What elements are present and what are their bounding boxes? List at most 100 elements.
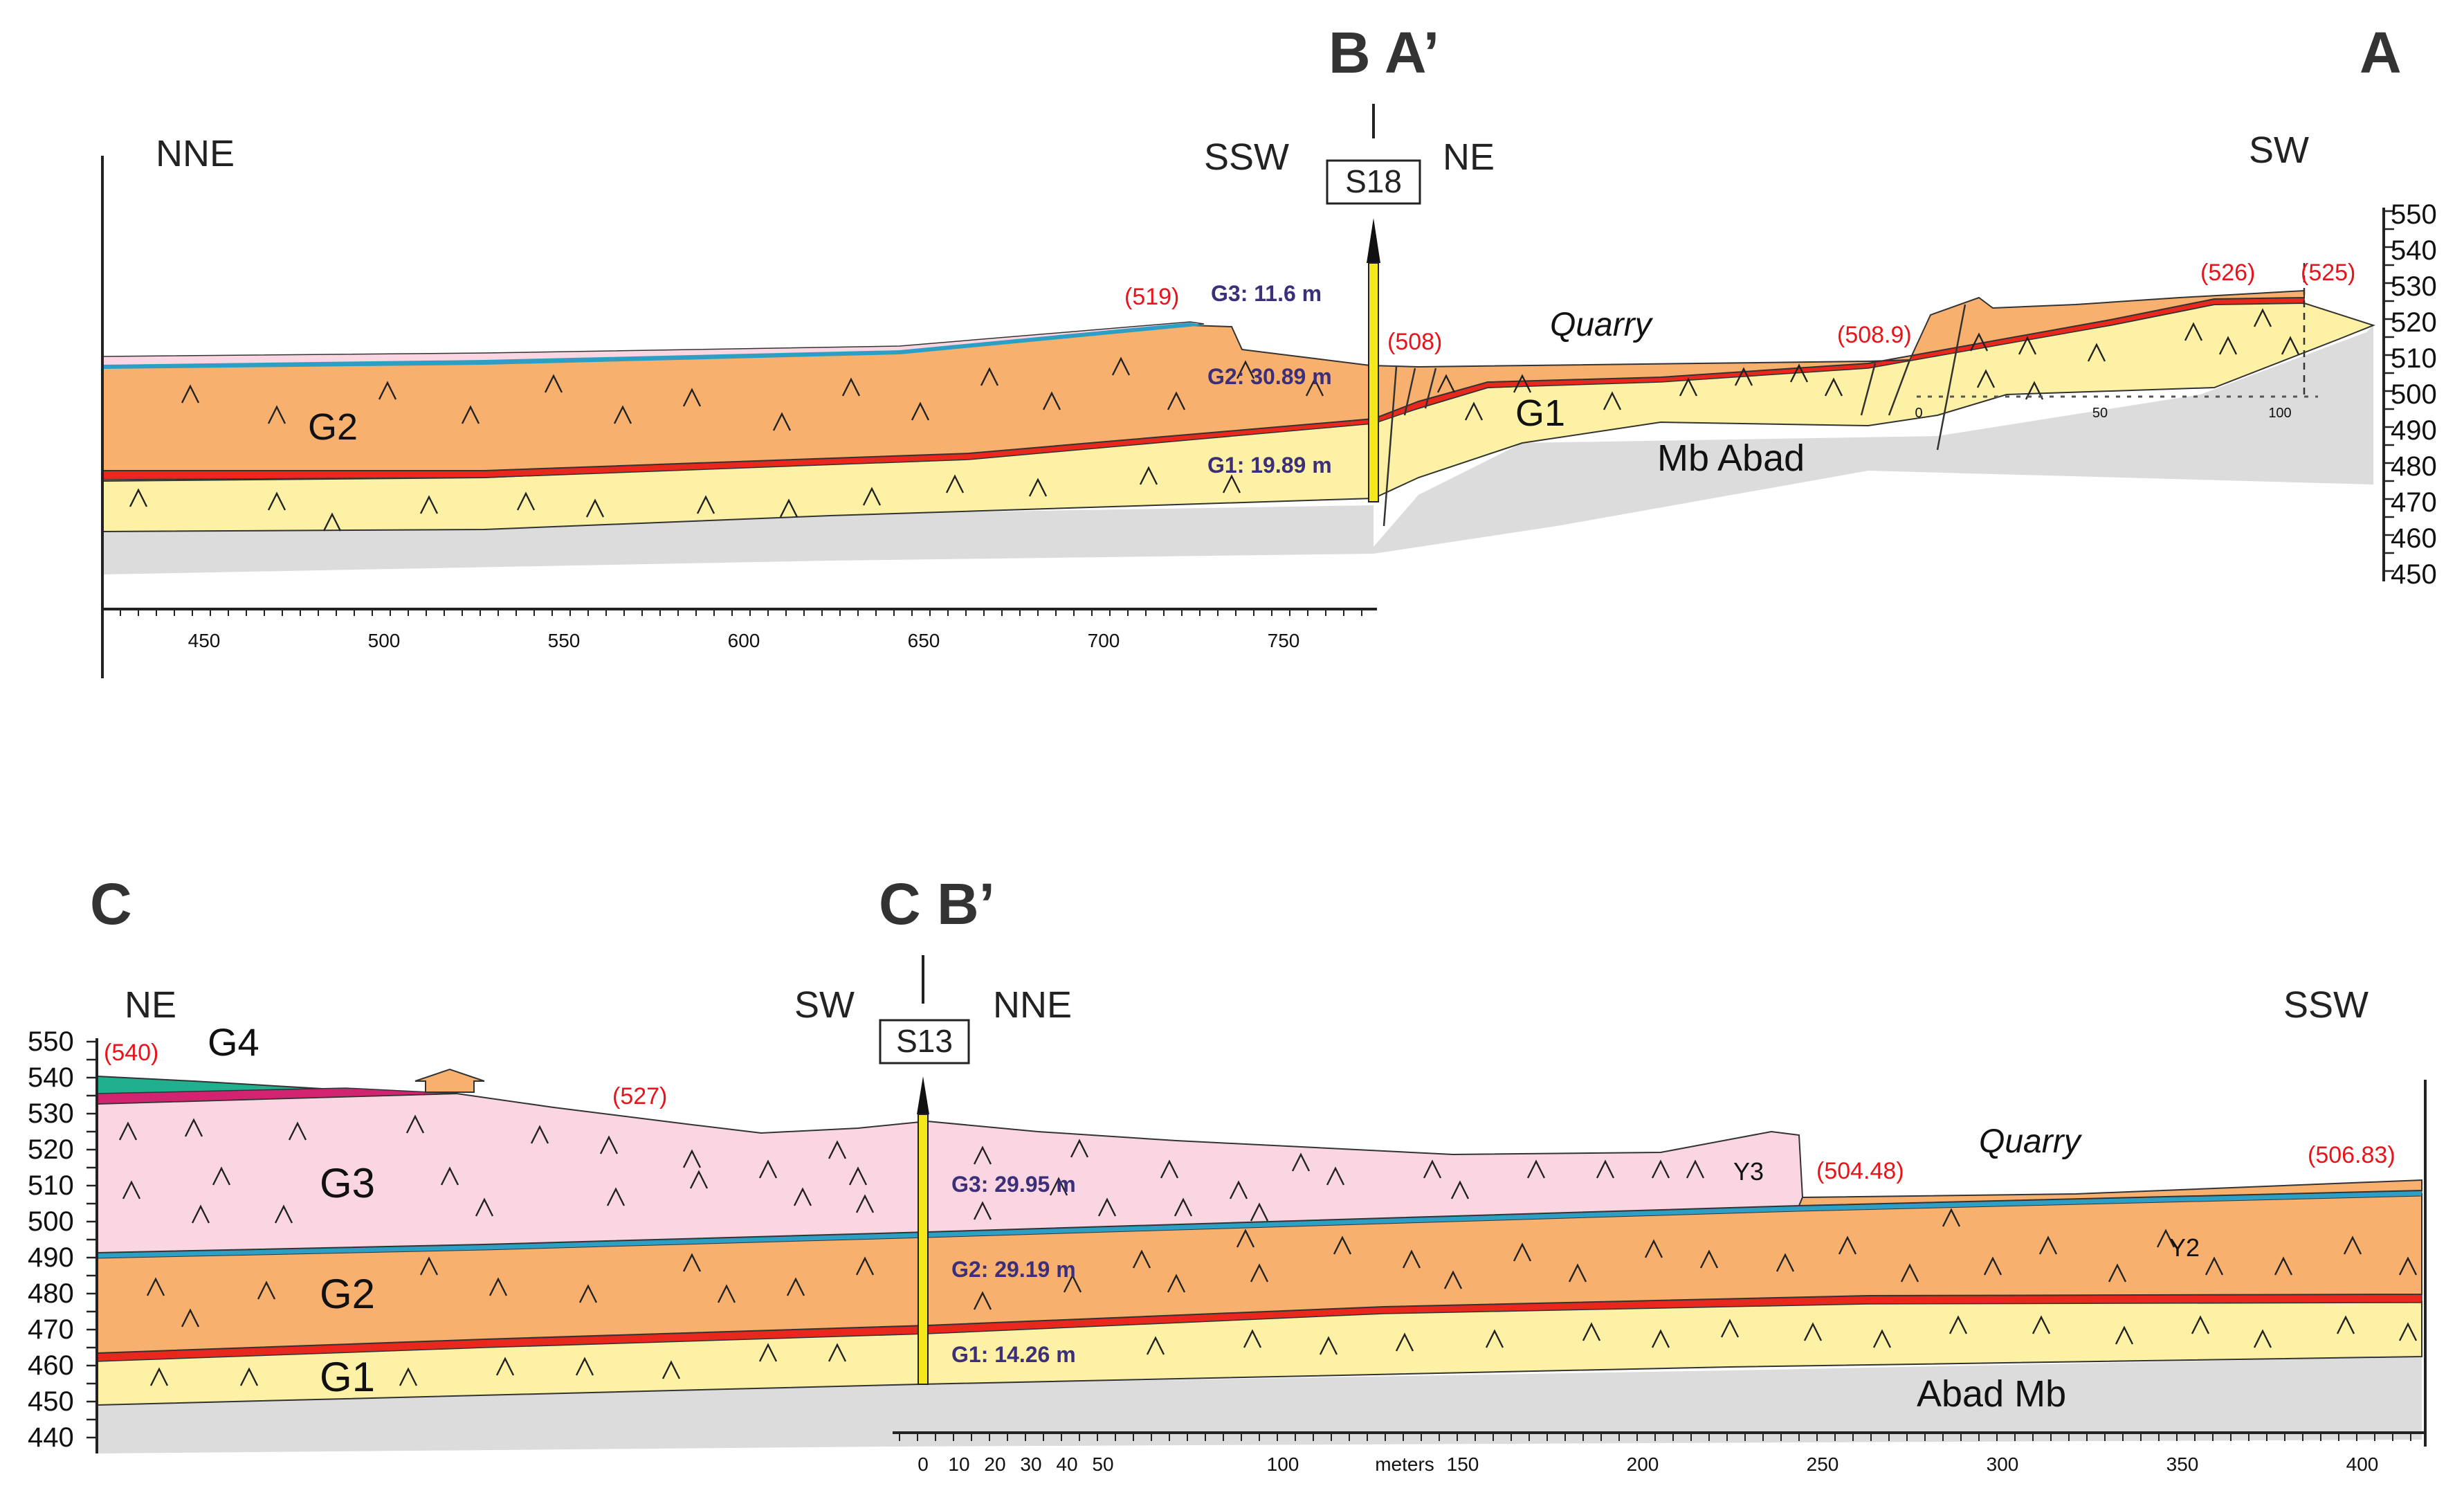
bottom-x-tick-labels: 0 10 20 30 40 50 100 meters 150 200 250 … <box>918 1453 2378 1475</box>
bottom-x-unit: meters <box>1375 1453 1434 1475</box>
bottom-left-ticks <box>86 1040 97 1439</box>
volcanic-symbol <box>267 491 286 511</box>
bottom-x-tick: 50 <box>1092 1453 1113 1475</box>
top-dir-mid-left: SSW <box>1204 136 1289 178</box>
volcanic-symbol <box>1513 1242 1532 1262</box>
volcanic-symbol <box>1436 374 1456 393</box>
top-faults <box>1382 263 2306 527</box>
volcanic-symbol <box>191 1204 210 1224</box>
top-basement-layer <box>102 325 2373 574</box>
volcanic-symbol <box>973 1291 992 1310</box>
volcanic-symbol <box>1443 1270 1463 1289</box>
volcanic-symbol <box>1132 1249 1151 1269</box>
volcanic-symbol <box>613 405 632 424</box>
volcanic-symbol <box>2115 1325 2134 1345</box>
volcanic-symbol <box>2336 1315 2355 1334</box>
top-unit-g1: G1 <box>1515 392 1565 434</box>
top-quarry-label: Quarry <box>1550 307 1654 343</box>
bottom-thickness-g1: G1: 14.26 m <box>951 1342 1076 1367</box>
bottom-elev-540: (540) <box>104 1040 158 1066</box>
volcanic-symbol <box>2108 1263 2127 1283</box>
volcanic-symbol <box>911 401 930 421</box>
volcanic-symbol <box>274 1204 293 1224</box>
volcanic-symbol <box>1319 1336 1338 1355</box>
volcanic-symbol <box>1720 1319 1740 1338</box>
volcanic-symbol <box>1097 1197 1117 1217</box>
volcanic-symbol <box>973 1145 992 1165</box>
volcanic-symbol <box>122 1180 141 1199</box>
volcanic-symbol <box>495 1357 515 1376</box>
volcanic-symbol <box>779 498 798 518</box>
volcanic-symbol <box>1063 1274 1082 1293</box>
top-right-ticks <box>2384 210 2394 572</box>
volcanic-symbol <box>1686 1159 1705 1179</box>
bottom-y-tick: 470 <box>28 1314 74 1345</box>
volcanic-symbol <box>1395 1332 1414 1352</box>
volcanic-symbol <box>945 474 965 493</box>
volcanic-symbol <box>1824 377 1843 397</box>
bottom-x-tick: 300 <box>1987 1453 2019 1475</box>
volcanic-symbol <box>772 412 792 431</box>
bottom-right-end-label: C B’ <box>879 871 995 936</box>
volcanic-symbol <box>461 405 480 424</box>
volcanic-symbol <box>689 1170 709 1189</box>
bottom-x-tick: 150 <box>1447 1453 1479 1475</box>
top-y-tick: 500 <box>2391 379 2437 410</box>
volcanic-symbol <box>1679 377 1698 397</box>
top-small-tick: 100 <box>2268 406 2291 421</box>
volcanic-symbol <box>2018 336 2037 355</box>
bottom-x-minor-ticks <box>899 1433 2411 1441</box>
volcanic-symbol <box>378 381 397 400</box>
volcanic-symbol <box>440 1166 459 1186</box>
bottom-x-tick: 100 <box>1267 1453 1299 1475</box>
bottom-elev-506-83: (506.83) <box>2308 1142 2395 1168</box>
bottom-x-tick: 10 <box>948 1453 969 1475</box>
volcanic-symbol <box>1949 1315 1968 1334</box>
top-small-scale-labels: 0 50 100 <box>1915 406 2291 421</box>
volcanic-symbol <box>1644 1239 1663 1258</box>
volcanic-symbol <box>2038 1235 2058 1255</box>
volcanic-symbol <box>575 1357 594 1376</box>
top-x-tick: 550 <box>548 630 581 651</box>
volcanic-symbol <box>1423 1159 1442 1179</box>
bottom-dir-mid-right: NNE <box>993 984 1072 1026</box>
top-y-tick: 480 <box>2391 451 2437 482</box>
volcanic-symbol <box>1513 374 1532 393</box>
volcanic-symbol <box>1236 360 1255 379</box>
bottom-x-tick: 200 <box>1627 1453 1659 1475</box>
top-dir-right: SW <box>2249 129 2309 171</box>
volcanic-symbol <box>1250 1202 1269 1222</box>
volcanic-symbol <box>475 1197 494 1217</box>
borehole-s13-column <box>918 1114 929 1385</box>
volcanic-symbol <box>973 1201 992 1220</box>
volcanic-symbol <box>661 1360 681 1379</box>
volcanic-symbol <box>1651 1329 1670 1348</box>
top-y-tick: 530 <box>2391 271 2437 302</box>
volcanic-symbol <box>129 488 148 507</box>
bottom-left-end-label: C <box>90 871 132 936</box>
top-elev-526: (526) <box>2200 260 2255 286</box>
bottom-unit-g2: G2 <box>320 1271 375 1317</box>
top-elev-508-9: (508.9) <box>1837 322 1912 348</box>
top-x-tick-labels: 450 500 550 600 650 700 750 <box>188 630 1300 651</box>
top-thickness-g1: G1: 19.89 m <box>1207 453 1332 478</box>
borehole-s18: S18 <box>1326 104 1421 502</box>
bottom-y-tick: 540 <box>28 1062 74 1093</box>
top-small-tick: 0 <box>1915 406 1922 421</box>
top-small-tick: 50 <box>2092 406 2108 421</box>
volcanic-symbol <box>1042 391 1061 410</box>
volcanic-symbol <box>1942 1208 1961 1227</box>
volcanic-symbol <box>1174 1197 1193 1217</box>
volcanic-symbol <box>841 377 861 397</box>
volcanic-symbol <box>1485 1329 1504 1348</box>
bottom-elev-527: (527) <box>612 1083 667 1109</box>
top-y-tick: 540 <box>2391 235 2437 266</box>
volcanic-symbol <box>2156 1229 2175 1248</box>
bottom-y-tick: 510 <box>28 1170 74 1201</box>
borehole-s13-box <box>879 1019 970 1064</box>
volcanic-symbol <box>405 1114 425 1134</box>
top-y-tick: 450 <box>2391 559 2437 590</box>
bottom-thickness-g3: G3: 29.95 m <box>951 1172 1076 1197</box>
top-cross-section: S18 B A’ A NNE SSW NE SW G2 G1 Mb Abad Q… <box>101 20 2437 678</box>
volcanic-symbol <box>2025 381 2044 400</box>
